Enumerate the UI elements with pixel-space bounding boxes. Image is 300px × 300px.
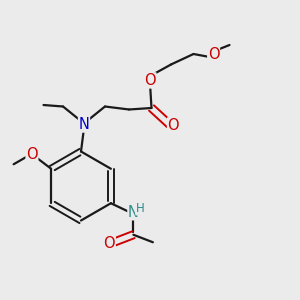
Text: O: O bbox=[144, 73, 156, 88]
Text: O: O bbox=[26, 148, 38, 163]
Text: N: N bbox=[79, 117, 89, 132]
Text: O: O bbox=[103, 236, 115, 251]
Text: H: H bbox=[136, 202, 145, 215]
Text: O: O bbox=[168, 118, 179, 133]
Text: N: N bbox=[128, 205, 139, 220]
Text: O: O bbox=[208, 47, 219, 62]
